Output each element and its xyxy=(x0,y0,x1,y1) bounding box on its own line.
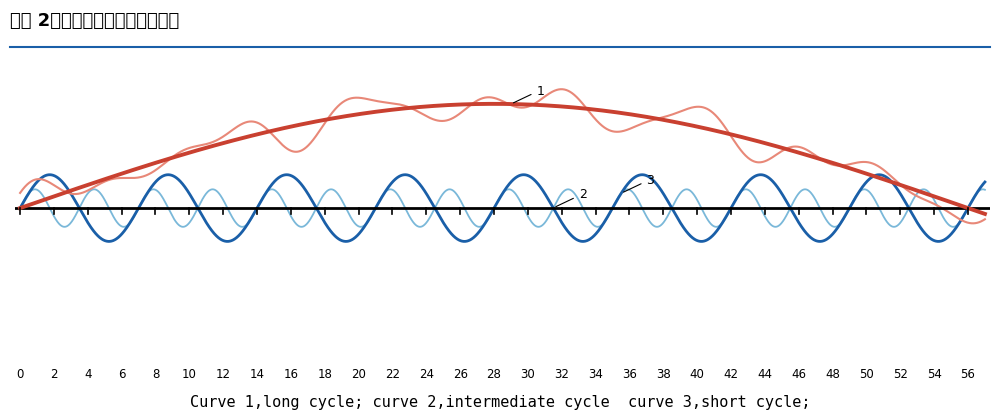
Text: 图表 2：熊彼特三周期嵌套的原型: 图表 2：熊彼特三周期嵌套的原型 xyxy=(10,12,179,30)
Text: Curve 1,long cycle; curve 2,intermediate cycle  curve 3,short cycle;: Curve 1,long cycle; curve 2,intermediate… xyxy=(190,394,810,409)
Text: 3: 3 xyxy=(624,173,654,193)
Text: 2: 2 xyxy=(556,188,587,207)
Text: 1: 1 xyxy=(513,84,544,104)
